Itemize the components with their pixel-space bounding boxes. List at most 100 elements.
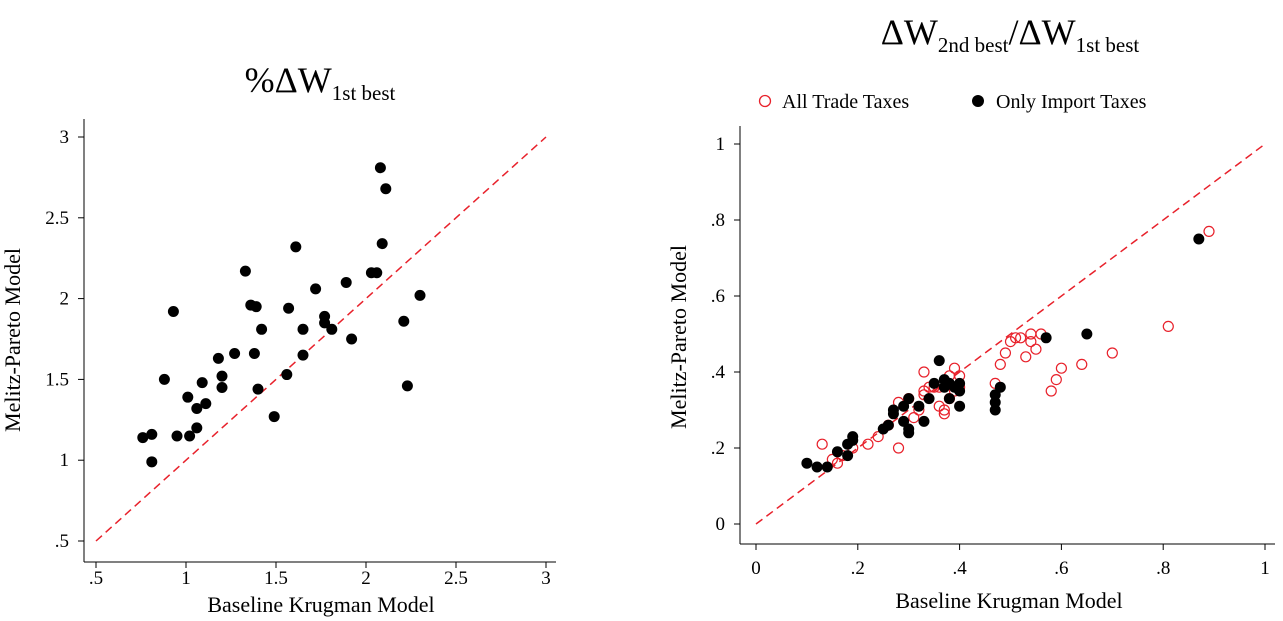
left-point-filled — [212, 352, 224, 364]
right-point-hollow — [1025, 336, 1037, 348]
right-x-tick-label: .4 — [952, 558, 967, 579]
left-point-filled — [191, 402, 203, 414]
left-point-filled — [229, 348, 241, 360]
right-point-hollow — [938, 408, 950, 420]
left-point-filled — [346, 333, 358, 345]
right-point-hollow — [1020, 351, 1032, 363]
left-y-tick-label: 1.5 — [45, 369, 69, 390]
left-point-filled — [248, 348, 260, 360]
left-ylabel: Melitz-Pareto Model — [0, 248, 25, 432]
right-title-main-b: ΔW — [1019, 12, 1076, 52]
right-point-filled — [1040, 332, 1052, 344]
right-point-filled — [913, 400, 925, 412]
right-chart: ΔW2nd best/ΔW1st best All Trade Taxes On… — [666, 12, 1275, 613]
left-point-filled — [182, 391, 194, 403]
left-point-filled — [310, 283, 322, 295]
right-point-hollow — [918, 366, 930, 378]
left-y-tick-label: 3 — [60, 127, 70, 148]
left-point-filled — [297, 323, 309, 335]
left-point-filled — [326, 323, 338, 335]
left-45-degree-line — [95, 136, 547, 542]
left-point-filled — [200, 398, 212, 410]
right-x-tick-label: 1 — [1260, 558, 1270, 579]
right-point-filled — [954, 400, 966, 412]
right-point-hollow — [862, 438, 874, 450]
left-point-filled — [401, 380, 413, 392]
right-point-filled — [918, 415, 930, 427]
left-point-filled — [239, 265, 251, 277]
left-point-filled — [290, 241, 302, 253]
right-point-filled — [842, 450, 854, 462]
right-title-sub-a: 2nd best — [938, 33, 1009, 57]
right-point-filled — [1193, 233, 1205, 245]
right-point-hollow — [938, 404, 950, 416]
right-point-hollow — [1055, 362, 1068, 374]
left-point-filled — [281, 369, 293, 381]
left-point-filled — [398, 315, 410, 327]
right-point-hollow — [994, 358, 1006, 370]
right-point-filled — [903, 427, 915, 439]
right-point-hollow — [1076, 358, 1088, 370]
right-point-hollow — [1009, 332, 1022, 344]
right-point-hollow — [1162, 320, 1174, 332]
right-point-hollow — [1045, 385, 1057, 397]
left-point-filled — [380, 183, 392, 195]
left-point-filled — [252, 383, 264, 395]
right-point-filled — [811, 461, 823, 473]
right-axes: 0 .2 .4 .6 .8 1 0 .2 .4 .6 .8 1 — [711, 126, 1275, 579]
left-point-filled — [414, 289, 426, 301]
right-point-filled — [943, 393, 955, 405]
left-point-filled — [371, 267, 383, 279]
left-y-tick-label: 1 — [60, 450, 70, 471]
left-point-filled — [268, 411, 280, 423]
right-point-filled — [933, 355, 945, 367]
right-point-hollow — [1025, 328, 1037, 340]
right-point-filled — [801, 457, 813, 469]
left-point-filled — [137, 432, 149, 444]
left-point-filled — [250, 301, 262, 313]
right-x-tick-label: 0 — [751, 558, 761, 579]
right-xlabel: Baseline Krugman Model — [895, 588, 1122, 613]
right-point-hollow — [1203, 225, 1215, 237]
left-x-tick-label: 1.5 — [264, 568, 288, 589]
right-point-filled — [989, 404, 1001, 416]
left-point-filled — [146, 428, 158, 440]
left-x-tick-label: 2.5 — [444, 568, 468, 589]
left-point-filled — [283, 302, 295, 314]
right-point-hollow — [892, 442, 905, 454]
left-reference-line — [95, 136, 547, 542]
right-points-filled — [801, 233, 1205, 473]
legend-marker-all-trade-taxes — [758, 94, 772, 108]
left-points — [137, 162, 426, 468]
left-x-tick-label: 3 — [541, 568, 551, 589]
right-title-slash: / — [1008, 12, 1018, 52]
right-point-filled — [887, 404, 899, 416]
left-point-filled — [158, 373, 170, 385]
left-y-tick-label: 2 — [60, 289, 70, 310]
right-point-filled — [1081, 328, 1093, 340]
left-x-tick-label: .5 — [89, 568, 103, 589]
right-point-filled — [994, 381, 1006, 393]
left-chart-title: %ΔW1st best — [245, 60, 396, 105]
left-point-filled — [216, 381, 228, 393]
right-point-hollow — [908, 412, 920, 424]
right-point-filled — [847, 431, 859, 443]
right-x-tick-label: .6 — [1054, 558, 1068, 579]
right-points-hollow — [816, 225, 1215, 469]
left-point-filled — [191, 422, 203, 434]
left-point-filled — [340, 276, 352, 288]
right-ylabel: Melitz-Pareto Model — [666, 245, 691, 429]
right-y-tick-label: .8 — [711, 210, 725, 231]
left-point-filled — [297, 349, 309, 361]
left-point-filled — [171, 430, 183, 442]
right-point-filled — [821, 461, 833, 473]
left-y-tick-label: .5 — [55, 531, 69, 552]
right-point-hollow — [831, 457, 844, 469]
right-y-tick-label: 1 — [716, 134, 726, 155]
left-point-filled — [256, 323, 268, 335]
right-point-filled — [954, 377, 966, 389]
right-point-hollow — [999, 347, 1012, 359]
right-point-filled — [989, 396, 1001, 408]
right-point-hollow — [816, 438, 828, 450]
